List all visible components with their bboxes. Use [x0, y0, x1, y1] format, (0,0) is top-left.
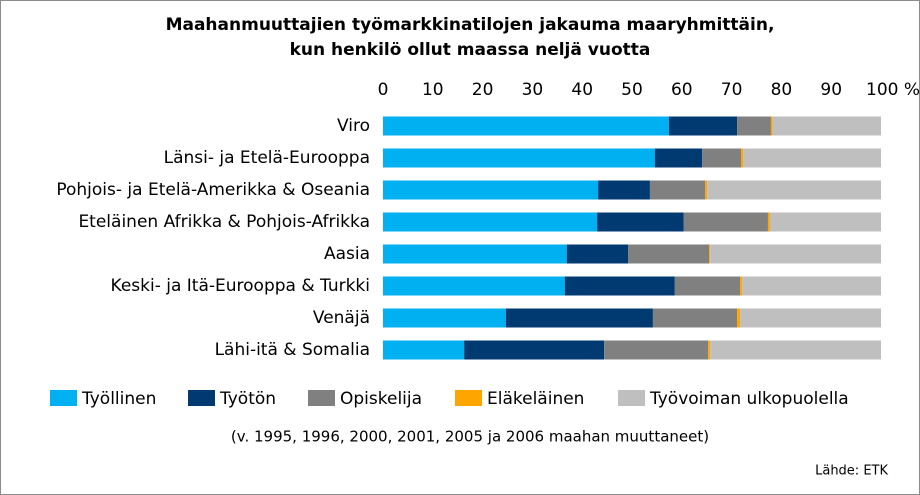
bar-segment — [654, 148, 703, 168]
category-label: Länsi- ja Etelä-Eurooppa — [164, 148, 370, 168]
category-label: Venäjä — [313, 308, 370, 328]
category-label: Lähi-itä & Somalia — [215, 340, 370, 360]
bar-segment — [740, 308, 881, 328]
x-tick-label: 40 — [571, 80, 593, 100]
bar-segment — [649, 180, 706, 200]
bar-segment — [737, 116, 771, 136]
bar-segment — [628, 244, 710, 264]
chart-title: Maahanmuuttajien työmarkkinatilojen jaka… — [166, 15, 775, 35]
category-label: Pohjois- ja Etelä-Amerikka & Oseania — [56, 180, 370, 200]
x-tick-label: 100 % — [866, 80, 920, 100]
bar-segment — [668, 116, 738, 136]
bar-segment — [710, 244, 881, 264]
category-label: Keski- ja Itä-Eurooppa & Turkki — [111, 276, 370, 296]
bar-segment — [506, 308, 653, 328]
x-tick-label: 20 — [472, 80, 494, 100]
bar-segment — [383, 180, 599, 200]
bar-segment — [652, 308, 738, 328]
legend-label: Opiskelija — [340, 389, 422, 409]
bar-segment — [383, 244, 567, 264]
bar-segment — [737, 308, 741, 328]
legend-label: Työvoiman ulkopuolella — [649, 389, 849, 409]
bar-segment — [702, 148, 742, 168]
legend-swatch — [618, 390, 645, 406]
bar-segment — [767, 212, 770, 232]
x-tick-label: 70 — [721, 80, 743, 100]
legend-swatch — [308, 390, 335, 406]
x-tick-label: 90 — [820, 80, 842, 100]
bar-segment — [383, 308, 507, 328]
bar-segment — [770, 116, 773, 136]
source: Lähde: ETK — [815, 464, 888, 479]
bar-segment — [604, 340, 709, 360]
x-tick-label: 50 — [621, 80, 643, 100]
bar-segment — [383, 148, 655, 168]
x-tick-label: 10 — [422, 80, 444, 100]
bar-segment — [743, 148, 881, 168]
chart-title: kun henkilö ollut maassa neljä vuotta — [290, 40, 651, 60]
bar-segment — [741, 148, 744, 168]
category-label: Aasia — [324, 244, 370, 264]
x-tick-label: 30 — [522, 80, 544, 100]
bar-segment — [710, 340, 881, 360]
bar-segment — [740, 276, 743, 296]
bar-segment — [598, 180, 650, 200]
bar-segment — [772, 116, 881, 136]
x-tick-label: 60 — [671, 80, 693, 100]
bar-segment — [708, 340, 711, 360]
legend-swatch — [50, 390, 77, 406]
legend-swatch — [188, 390, 215, 406]
legend-label: Eläkeläinen — [487, 389, 584, 409]
note: (v. 1995, 1996, 2000, 2001, 2005 ja 2006… — [231, 428, 709, 446]
bar-segment — [674, 276, 741, 296]
bar-segment — [709, 244, 711, 264]
bar-segment — [742, 276, 881, 296]
x-tick-label: 80 — [771, 80, 793, 100]
bar-segment — [597, 212, 684, 232]
legend-label: Työllinen — [81, 389, 156, 409]
category-label: Viro — [337, 116, 370, 136]
bar-segment — [683, 212, 768, 232]
legend-label: Työtön — [219, 389, 276, 409]
bar-segment — [464, 340, 605, 360]
bar-segment — [707, 180, 881, 200]
bar-segment — [564, 276, 675, 296]
bar-segment — [383, 276, 565, 296]
bar-segment — [383, 116, 669, 136]
x-tick-label: 0 — [378, 80, 389, 100]
legend-swatch — [455, 390, 482, 406]
bar-segment — [383, 340, 465, 360]
bar-segment — [705, 180, 708, 200]
bar-segment — [566, 244, 629, 264]
category-label: Eteläinen Afrikka & Pohjois-Afrikka — [78, 212, 370, 232]
bar-segment — [769, 212, 881, 232]
bar-segment — [383, 212, 598, 232]
